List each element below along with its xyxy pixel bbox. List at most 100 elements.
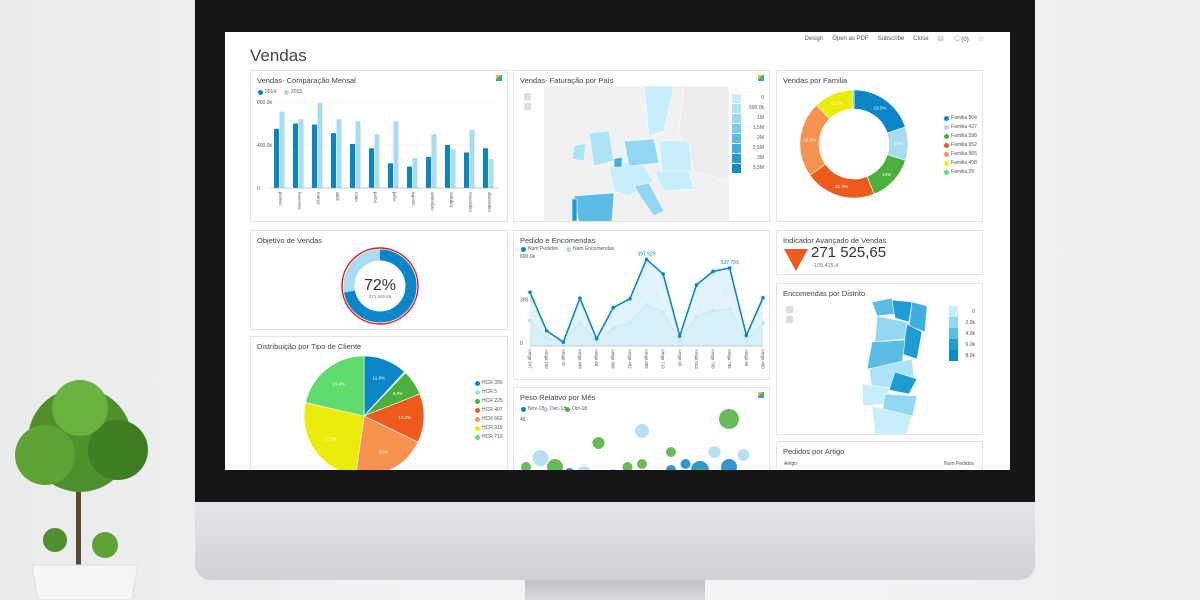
chart-type-icon[interactable] [496, 75, 502, 81]
monitor-chin [195, 502, 1035, 580]
legend-item[interactable]: Num Pedidos [521, 246, 558, 252]
zoom-out-button[interactable] [524, 103, 531, 110]
legend-item[interactable]: HCR 710 [475, 434, 503, 440]
data-label: 19.9% [874, 105, 887, 110]
legend-item[interactable]: HCR 662 [475, 416, 503, 422]
toolbar: Design Open as PDF Subscribe Close ⛁ 🗨(0… [805, 35, 984, 43]
design-button[interactable]: Design [804, 36, 824, 42]
x-tick-label: Artigo 547 [528, 349, 533, 369]
legend-item[interactable]: HCR 5 [475, 389, 497, 395]
column-header-num-pedidos[interactable]: Num Pedidos [943, 461, 974, 467]
database-icon[interactable]: ⛁ [937, 36, 944, 43]
legend-item[interactable]: 2015 [284, 89, 302, 95]
bubble-Dec-18 [737, 449, 750, 461]
legend-bin-label: 1M [757, 115, 764, 121]
legend-label: Familia 427 [951, 124, 977, 130]
legend-label: Familia 965 [951, 151, 977, 157]
open-pdf-button[interactable]: Open as PDF [832, 36, 869, 42]
legend-label: HCR 662 [482, 416, 503, 422]
bar-2015 [431, 134, 437, 188]
comments-count: (0) [961, 37, 969, 43]
data-label: 11.7% [830, 100, 842, 105]
x-tick-label: Artigo 31 [561, 349, 566, 367]
indicator-value: 271 525,65 [811, 244, 887, 261]
x-tick-label: julho [392, 191, 397, 202]
panel-title: Objetivo de Vendas [257, 236, 323, 245]
point-Num Pedidos [528, 290, 532, 295]
legend-swatch [521, 246, 526, 252]
zoom-out-button[interactable] [786, 316, 793, 323]
legend-item[interactable]: HCR 407 [475, 407, 503, 413]
x-tick-label: Artigo 768 [711, 349, 716, 369]
x-tick-label: abril [335, 192, 340, 201]
legend-swatch [284, 89, 289, 95]
legend-label: 2015 [291, 89, 303, 95]
legend-bin [732, 134, 741, 143]
legend-label: HCR 5 [482, 389, 498, 395]
y-tick-label: 600.0k [520, 254, 536, 260]
close-button[interactable]: Close [913, 36, 929, 42]
legend-item[interactable]: Oct-18 [565, 406, 587, 412]
data-label: 20% [379, 449, 388, 454]
country-shape [613, 156, 623, 168]
legend-bin-label: 1,5M [752, 125, 764, 131]
chart-type-icon[interactable] [758, 75, 764, 81]
data-label: 537 799 [721, 260, 739, 266]
legend-item[interactable]: 2014 [258, 89, 276, 95]
x-tick-label: Artigo 159 [544, 349, 549, 369]
district-shape [871, 297, 896, 317]
data-label: 6.8% [393, 391, 403, 396]
point-Num Pedidos [561, 340, 566, 344]
legend-swatch [944, 133, 949, 139]
panel-country-map: Vendas- Faturação por País 0 500.0k 1M 1,5M 2… [513, 70, 770, 222]
subscribe-button[interactable]: Subscribe [877, 36, 905, 42]
comments-button[interactable]: 🗨(0) [952, 35, 968, 43]
chart-canvas: 11.8% 6.8% 13.2% 20% 27.0% 21.4% [303, 355, 425, 470]
legend-swatch [475, 434, 480, 440]
legend-swatch [475, 398, 480, 404]
legend-item[interactable]: Familia 427 [944, 124, 977, 130]
zoom-in-button[interactable] [786, 306, 793, 313]
legend-item[interactable]: Nov-18 [521, 406, 544, 412]
legend-swatch [521, 406, 526, 412]
panel-articles: Pedidos por Artigo Artigo Num Pedidos [776, 441, 983, 470]
legend-item[interactable]: HCR 915 [475, 425, 503, 431]
column-header-artigo[interactable]: Artigo [784, 461, 798, 467]
panel-title: Pedido e Encomendas [520, 236, 596, 245]
slice-familia-804 [853, 89, 906, 134]
slice-hcr-662 [356, 415, 419, 470]
chart-type-icon[interactable] [758, 392, 764, 398]
country-shape [623, 138, 660, 167]
zoom-in-button[interactable] [524, 93, 531, 100]
district-shape [908, 301, 928, 333]
legend-item[interactable]: Familia 965 [944, 151, 977, 157]
bar-2015 [279, 111, 285, 188]
star-icon[interactable]: ☆ [977, 36, 984, 43]
panel-family-sales: Vendas por Familia 19.9% 10% 14% 21.3% 22.6% 1… [776, 70, 983, 222]
country-shape [573, 192, 615, 221]
legend-item[interactable]: HCR 390 [475, 380, 503, 386]
legend-item[interactable]: Familia 804 [944, 115, 977, 121]
panel-title: Encomendas por Distrito [783, 289, 866, 298]
triangle-down-icon [784, 249, 808, 271]
legend-item[interactable]: HCR 225 [475, 398, 503, 404]
gauge-outer-ring [341, 247, 419, 325]
page-title: Vendas [250, 46, 307, 65]
legend-item[interactable]: Dec-18 [543, 406, 566, 412]
bubble-Nov-18 [680, 459, 691, 469]
bubble-Oct-18 [666, 447, 676, 457]
legend-label: Nov-18 [528, 406, 545, 412]
bubble-Nov-18 [691, 461, 709, 470]
bar-2014 [407, 166, 412, 188]
legend-label: HCR 710 [482, 434, 503, 440]
point-Num Pedidos [744, 333, 749, 338]
bubble-Dec-18 [609, 469, 617, 470]
point-Num Pedidos [727, 266, 732, 270]
panel-indicator: Indicador Avançado de Vendas 271 525,65 … [776, 230, 983, 275]
legend-item[interactable]: Familia 598 [944, 133, 977, 139]
legend-item[interactable]: Num Encomendas [566, 246, 614, 252]
slice-hcr-710 [305, 355, 365, 417]
legend-item[interactable]: Familia 29 [944, 169, 974, 175]
legend-item[interactable]: Familia 952 [944, 142, 977, 148]
legend-item[interactable]: Familia 498 [944, 160, 977, 166]
